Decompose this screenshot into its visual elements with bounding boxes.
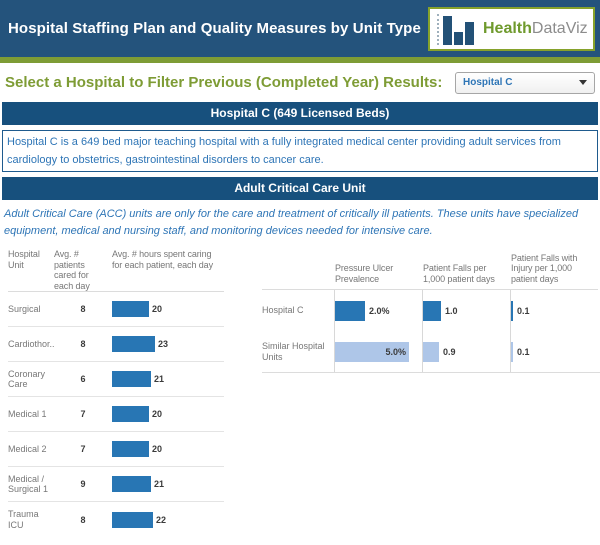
charts-area: Hospital Unit Avg. # patients cared for … [0, 244, 600, 537]
column-header-patient-falls: Patient Falls per 1,000 patient days [423, 263, 495, 284]
patients-value: 7 [80, 409, 86, 419]
measure-cell: 0.1 [510, 331, 598, 372]
unit-description: Adult Critical Care (ACC) units are only… [4, 208, 579, 237]
measure-value: 0.1 [517, 305, 530, 316]
hours-bar[interactable] [112, 301, 149, 317]
unit-label: Coronary Care [8, 368, 46, 390]
measure-value: 5.0% [385, 346, 406, 357]
measure-cell: 1.0 [422, 290, 510, 331]
measure-cell: 2.0% [334, 290, 422, 331]
hours-bar[interactable] [112, 406, 149, 422]
healthdataviz-logo: HealthDataViz [428, 7, 595, 51]
hours-bar[interactable] [112, 511, 153, 528]
measure-bar[interactable] [511, 300, 513, 321]
unit-label: Surgical [8, 303, 41, 314]
staffing-row: Trauma ICU 8 22 [8, 502, 224, 537]
unit-label: Medical 2 [8, 443, 47, 454]
quality-column-headers: Pressure Ulcer Prevalence Patient Falls … [262, 244, 598, 290]
measure-value: 2.0% [369, 305, 390, 316]
unit-label: Trauma ICU [8, 509, 39, 530]
measure-bar[interactable] [423, 300, 441, 321]
hours-value: 22 [156, 514, 167, 525]
hours-value: 21 [154, 374, 165, 384]
measure-cell: 0.9 [422, 331, 510, 372]
staffing-row: Medical 2 7 20 [8, 432, 224, 467]
logo-text-health: Health [483, 20, 532, 37]
hours-bar-cell: 20 [112, 441, 224, 457]
hours-bar-cell: 22 [112, 511, 224, 528]
column-header-pressure-ulcer: Pressure Ulcer Prevalence [335, 263, 394, 284]
page-title: Hospital Staffing Plan and Quality Measu… [8, 20, 421, 37]
measure-value: 0.1 [517, 346, 530, 357]
staffing-row: Cardiothor.. 8 23 [8, 327, 224, 362]
quality-rows: Hospital C 2.0% 1.0 0.1 Similar Hospital Uni… [262, 290, 600, 373]
header-bar: Hospital Staffing Plan and Quality Measu… [0, 0, 600, 57]
staffing-row: Surgical 8 20 [8, 292, 224, 327]
dropdown-value: Hospital C [463, 77, 513, 88]
measure-value: 0.9 [443, 346, 456, 357]
patients-value: 8 [80, 514, 86, 525]
filter-prompt: Select a Hospital to Filter Previous (Co… [5, 74, 443, 91]
hospital-description: Hospital C is a 649 bed major teaching h… [2, 130, 598, 172]
unit-label: Medical / Surgical 1 [8, 473, 49, 495]
hospital-label: Hospital C [262, 305, 304, 316]
hours-value: 23 [158, 339, 169, 349]
quality-row: Similar Hospital Units 5.0% 0.9 0.1 [262, 331, 598, 372]
measure-bar[interactable]: 5.0% [335, 341, 409, 362]
column-header-avg-hours: Avg. # hours spent caring for each patie… [112, 249, 213, 270]
measure-bar[interactable] [423, 341, 439, 362]
header-accent-bar [0, 57, 600, 63]
hours-bar-cell: 21 [112, 476, 224, 492]
filter-row: Select a Hospital to Filter Previous (Co… [0, 63, 600, 102]
bar-chart-icon [437, 13, 476, 45]
measure-bar[interactable] [511, 341, 513, 362]
hours-bar[interactable] [112, 441, 149, 457]
patients-value: 8 [80, 304, 86, 314]
chevron-down-icon [579, 80, 587, 85]
patients-value: 6 [80, 374, 86, 384]
hospital-label: Similar Hospital Units [262, 341, 325, 362]
measure-bar[interactable] [335, 300, 365, 321]
staffing-row: Medical 1 7 20 [8, 397, 224, 432]
unit-label: Medical 1 [8, 408, 47, 419]
column-header-avg-patients: Avg. # patients cared for each day [54, 249, 90, 291]
column-header-row-labels [262, 284, 334, 289]
unit-label: Cardiothor.. [8, 338, 55, 349]
staffing-table: Hospital Unit Avg. # patients cared for … [0, 244, 256, 537]
hours-bar-cell: 23 [112, 336, 224, 352]
measure-value: 1.0 [445, 305, 458, 316]
patients-value: 7 [80, 444, 86, 454]
hours-bar-cell: 20 [112, 301, 224, 317]
staffing-row: Coronary Care 6 21 [8, 362, 224, 397]
column-header-hospital-unit: Hospital Unit [8, 249, 40, 270]
hospital-banner: Hospital C (649 Licensed Beds) [2, 102, 598, 125]
quality-row: Hospital C 2.0% 1.0 0.1 [262, 290, 598, 331]
measure-cell: 0.1 [510, 290, 598, 331]
hours-value: 21 [154, 479, 165, 489]
staffing-rows: Surgical 8 20 Cardiothor.. 8 23 Coronary Care 6… [8, 292, 256, 537]
hours-bar[interactable] [112, 336, 155, 352]
staffing-column-headers: Hospital Unit Avg. # patients cared for … [8, 244, 224, 292]
hours-bar[interactable] [112, 371, 151, 387]
staffing-row: Medical / Surgical 1 9 21 [8, 467, 224, 502]
logo-text: HealthDataViz [483, 20, 588, 38]
hours-value: 20 [152, 304, 163, 314]
logo-text-dataviz: DataViz [531, 20, 588, 37]
hours-bar-cell: 20 [112, 406, 224, 422]
hours-value: 20 [152, 444, 163, 454]
quality-table: Pressure Ulcer Prevalence Patient Falls … [256, 244, 600, 537]
hours-bar-cell: 21 [112, 371, 224, 387]
measure-cell: 5.0% [334, 331, 422, 372]
hours-value: 20 [152, 409, 163, 419]
hospital-filter-dropdown[interactable]: Hospital C [455, 71, 595, 94]
column-header-falls-injury: Patient Falls with Injury per 1,000 pati… [511, 252, 578, 284]
hours-bar[interactable] [112, 476, 151, 492]
patients-value: 8 [80, 339, 86, 349]
patients-value: 9 [80, 479, 86, 489]
unit-banner: Adult Critical Care Unit [2, 177, 598, 200]
